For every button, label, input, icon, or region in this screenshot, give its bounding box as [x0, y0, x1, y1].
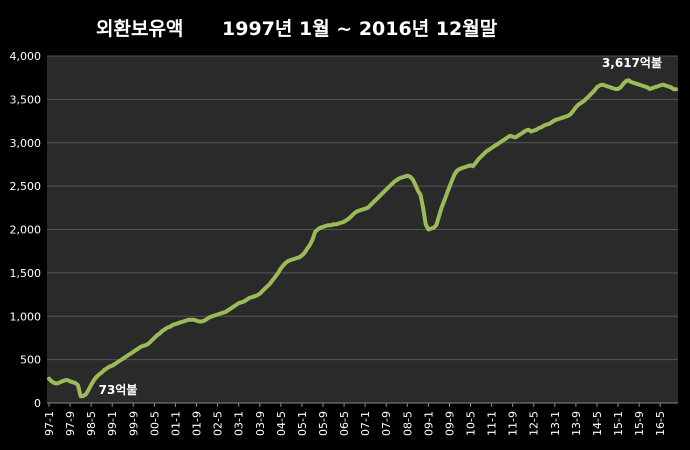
- x-tick-label: 03-9: [254, 411, 267, 436]
- x-tick-label: 13-1: [549, 411, 562, 436]
- x-tick-label: 11-1: [486, 411, 499, 436]
- last-annotation: 3,617억불: [602, 56, 662, 70]
- y-tick-label: 1,000: [10, 310, 42, 323]
- x-tick-label: 00-5: [148, 411, 161, 436]
- x-tick-label: 99-1: [106, 411, 119, 436]
- x-tick-label: 14-5: [591, 411, 604, 436]
- x-tick-label: 01-1: [169, 411, 182, 436]
- x-tick-label: 99-9: [127, 411, 140, 436]
- x-tick-label: 15-1: [612, 411, 625, 436]
- y-tick-label: 3,000: [10, 137, 42, 150]
- y-tick-label: 1,500: [10, 267, 42, 280]
- x-tick-label: 06-5: [338, 411, 351, 436]
- gridlines: [47, 55, 678, 404]
- x-tick-label: 02-5: [212, 411, 225, 436]
- x-tick-label: 97-9: [64, 411, 77, 436]
- x-tick-label: 05-1: [296, 411, 309, 436]
- x-axis: 97-1 97-9 98-5 99-1 99-9 00-5 01-1 01-9 02-5 03-1…: [43, 403, 667, 436]
- y-tick-label: 4,000: [10, 50, 42, 63]
- x-tick-label: 16-5: [654, 411, 667, 436]
- x-tick-label: 07-9: [380, 411, 393, 436]
- x-tick-label: 10-5: [465, 411, 478, 436]
- x-tick-label: 09-9: [443, 411, 456, 436]
- x-tick-label: 07-1: [359, 411, 372, 436]
- x-tick-label: 13-9: [570, 411, 583, 436]
- x-tick-label: 98-5: [85, 411, 98, 436]
- y-axis: 0 500 1,000 1,500 2,000 2,500 3,000 3,500 4,000: [10, 50, 678, 410]
- x-tick-label: 15-9: [633, 411, 646, 436]
- y-tick-label: 3,500: [10, 93, 42, 106]
- x-tick-label: 03-1: [233, 411, 246, 436]
- y-tick-label: 2,000: [10, 224, 42, 237]
- x-tick-label: 09-1: [422, 411, 435, 436]
- annotations: 73억불 3,617억불: [99, 56, 662, 397]
- series-line: [47, 78, 678, 399]
- x-tick-label: 12-5: [528, 411, 541, 436]
- y-tick-label: 2,500: [10, 180, 42, 193]
- x-tick-label: 04-5: [275, 411, 288, 436]
- chart-title: 외환보유액: [96, 18, 184, 40]
- x-tick-label: 97-1: [43, 411, 56, 436]
- y-tick-label: 0: [34, 397, 41, 410]
- x-tick-label: 05-9: [317, 411, 330, 436]
- x-tick-label: 11-9: [507, 411, 520, 436]
- chart-subtitle: 1997년 1월 ~ 2016년 12월말: [222, 18, 498, 40]
- x-tick-label: 01-9: [191, 411, 204, 436]
- min-annotation: 73억불: [99, 383, 138, 397]
- y-tick-label: 500: [20, 354, 41, 367]
- x-tick-label: 08-5: [401, 411, 414, 436]
